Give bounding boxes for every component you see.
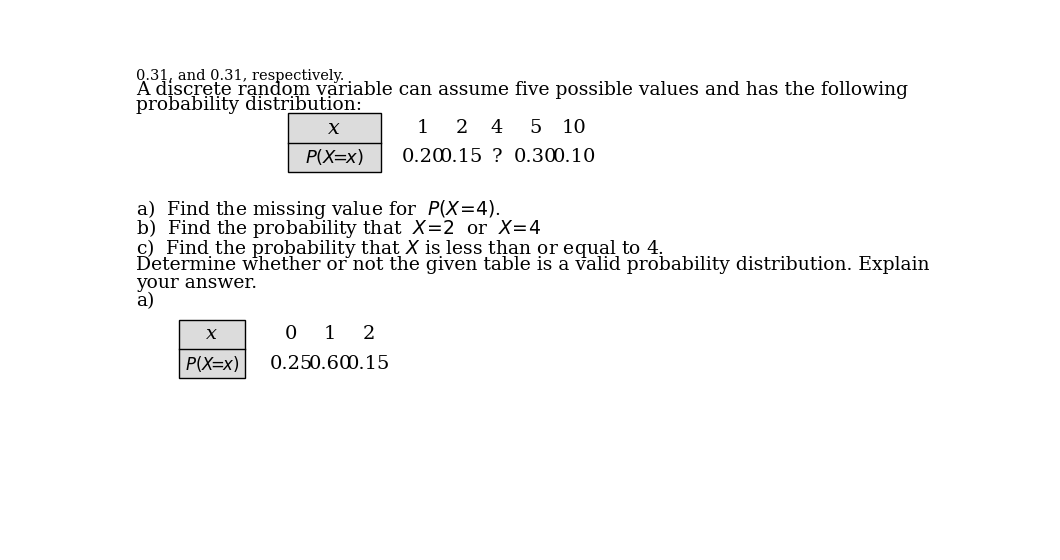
Text: 0.15: 0.15 <box>348 354 390 372</box>
Text: x: x <box>207 325 217 343</box>
Bar <box>179 320 245 379</box>
Text: A discrete random variable can assume five possible values and has the following: A discrete random variable can assume fi… <box>137 81 908 99</box>
Text: 2: 2 <box>363 325 375 343</box>
Text: 0.60: 0.60 <box>308 354 352 372</box>
Text: your answer.: your answer. <box>137 274 258 292</box>
Text: 10: 10 <box>562 119 586 137</box>
Text: a)  Find the missing value for  $P(X\!=\!4)$.: a) Find the missing value for $P(X\!=\!4… <box>137 198 501 221</box>
Text: 0.30: 0.30 <box>514 148 558 166</box>
Text: 0.31, and 0.31, respectively.: 0.31, and 0.31, respectively. <box>137 69 344 83</box>
Text: 1: 1 <box>324 325 336 343</box>
Text: 4: 4 <box>491 119 502 137</box>
Text: 0.25: 0.25 <box>269 354 313 372</box>
Text: 0.15: 0.15 <box>440 148 483 166</box>
Text: $P(X\!\!=\!\!x)$: $P(X\!\!=\!\!x)$ <box>184 354 240 374</box>
Text: 0.10: 0.10 <box>552 148 596 166</box>
Text: c)  Find the probability that $X$ is less than or equal to 4.: c) Find the probability that $X$ is less… <box>137 237 665 260</box>
Text: a): a) <box>137 292 155 310</box>
Text: b)  Find the probability that  $X\!=\!2$  or  $X\!=\!4$: b) Find the probability that $X\!=\!2$ o… <box>137 217 542 240</box>
Text: probability distribution:: probability distribution: <box>137 96 363 114</box>
Text: $P(X\!\!=\!\!x)$: $P(X\!\!=\!\!x)$ <box>304 147 364 167</box>
Text: 0: 0 <box>285 325 298 343</box>
Text: 0.20: 0.20 <box>402 148 445 166</box>
Text: ?: ? <box>492 148 502 166</box>
Text: 1: 1 <box>417 119 429 137</box>
Text: Determine whether or not the given table is a valid probability distribution. Ex: Determine whether or not the given table… <box>137 256 930 274</box>
Bar <box>287 113 381 172</box>
Text: 5: 5 <box>529 119 542 137</box>
Text: x: x <box>329 119 340 138</box>
Text: 2: 2 <box>456 119 469 137</box>
